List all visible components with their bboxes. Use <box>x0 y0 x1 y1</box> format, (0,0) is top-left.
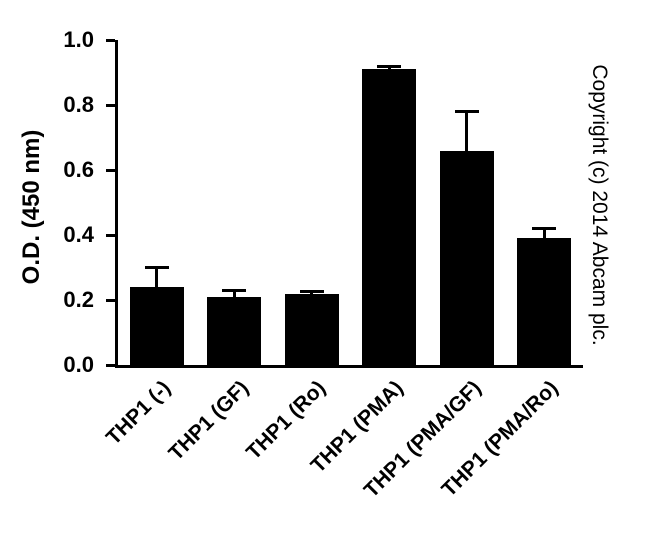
error-bar <box>542 228 546 239</box>
error-bar-cap <box>532 227 557 230</box>
bar <box>207 296 262 365</box>
y-axis-tick <box>106 298 115 302</box>
copyright-text: Copyright (c) 2014 Abcam plc. <box>588 64 611 346</box>
bar <box>129 287 184 365</box>
bar <box>517 238 572 365</box>
y-axis-tick <box>106 168 115 172</box>
error-bar-cap <box>299 290 324 294</box>
y-tick-label: 0.0 <box>63 352 94 377</box>
error-bar <box>387 66 391 70</box>
x-tick-label: THP1 (GF) <box>163 376 253 466</box>
y-tick-label: 0.4 <box>63 222 94 247</box>
bar <box>362 69 417 365</box>
error-bar-cap <box>222 288 247 292</box>
y-tick-label: 0.2 <box>63 287 94 312</box>
y-tick-label: 1.0 <box>63 27 94 52</box>
y-tick-label: 0.6 <box>63 157 94 182</box>
error-bar-cap <box>454 110 479 113</box>
error-bar-cap <box>377 64 402 68</box>
y-axis-tick <box>106 38 115 42</box>
error-bar-cap <box>144 266 169 269</box>
y-tick-label: 0.8 <box>63 92 94 117</box>
y-axis-tick <box>106 103 115 107</box>
y-axis-tick <box>106 233 115 237</box>
y-axis-label: O.D. (450 nm) <box>18 129 45 285</box>
x-tick-label: THP1 (-) <box>102 376 176 450</box>
error-bar <box>232 290 236 297</box>
bar <box>439 150 494 365</box>
error-bar <box>465 111 469 151</box>
bar <box>284 293 339 365</box>
y-axis-tick <box>106 363 115 367</box>
plot-area: 0.0 0.2 0.4 0.6 0.8 1.0 <box>63 29 583 376</box>
error-bar <box>155 267 159 287</box>
